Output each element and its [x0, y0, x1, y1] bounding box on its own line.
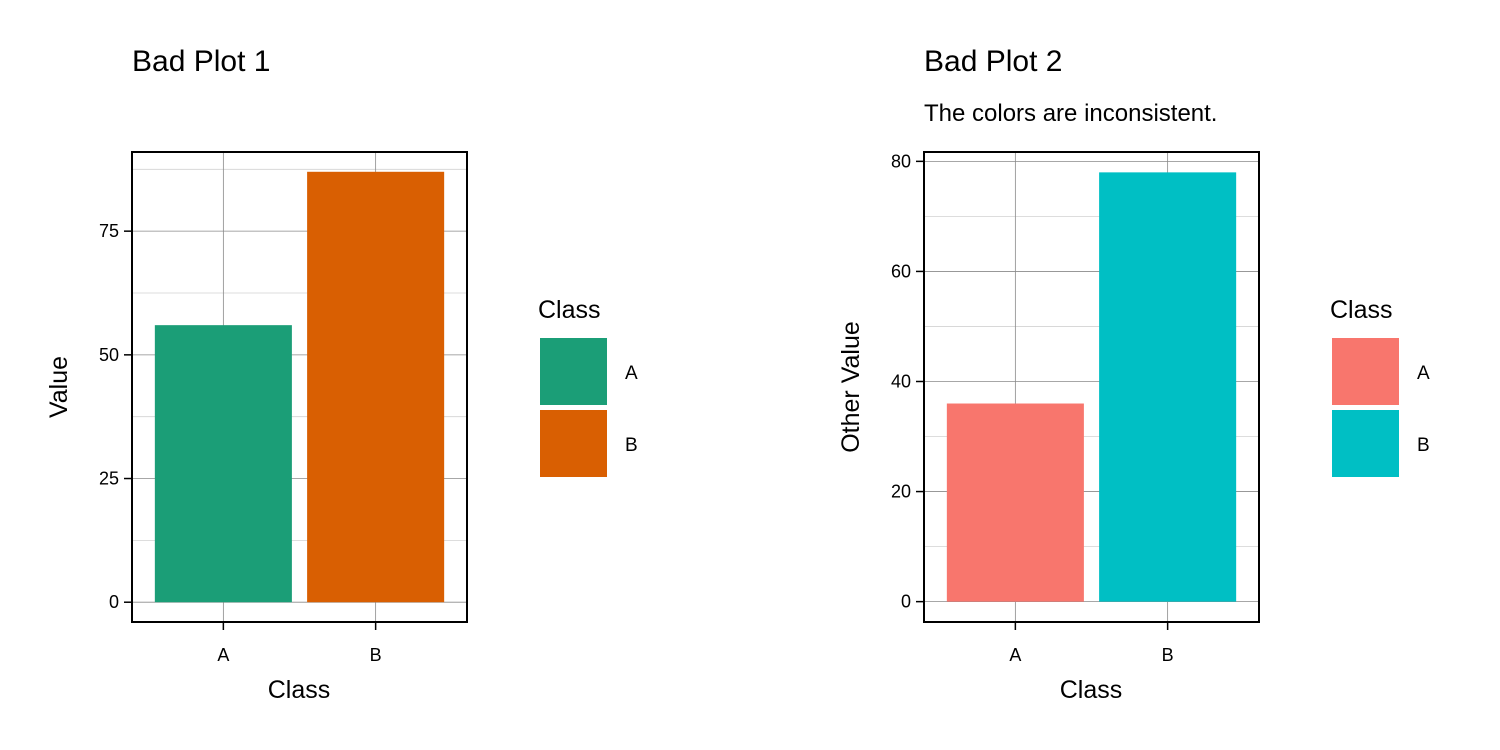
legend-swatch: [1332, 338, 1399, 405]
legend: Class A B: [538, 296, 638, 477]
bars: [154, 171, 445, 603]
bars: [946, 172, 1237, 602]
legend: Class A B: [1330, 296, 1430, 477]
legend-label: B: [625, 435, 638, 456]
y-tick-label: 40: [891, 371, 911, 391]
legend-label: A: [625, 363, 638, 384]
legend-swatch: [540, 410, 607, 477]
x-tick-label: A: [1009, 645, 1021, 665]
y-tick-label: 75: [99, 221, 119, 241]
chart-title: Bad Plot 1: [132, 45, 270, 78]
legend-label: B: [1417, 435, 1430, 456]
y-axis: 0 25 50 75: [99, 221, 132, 612]
chart-title: Bad Plot 2: [924, 45, 1062, 78]
chart-bad-plot-2: Bad Plot 2 The colors are inconsistent. …: [837, 45, 1430, 704]
bar-a: [154, 325, 292, 603]
x-axis-title: Class: [268, 676, 331, 704]
y-axis-title: Value: [45, 356, 73, 418]
y-tick-label: 80: [891, 151, 911, 171]
y-tick-label: 25: [99, 469, 119, 489]
y-tick-label: 20: [891, 482, 911, 502]
legend-swatch: [1332, 410, 1399, 477]
x-axis-title: Class: [1060, 676, 1123, 704]
legend-label: A: [1417, 363, 1430, 384]
y-tick-label: 50: [99, 345, 119, 365]
legend-title: Class: [1330, 296, 1393, 324]
y-tick-label: 60: [891, 261, 911, 281]
bar-a: [946, 403, 1084, 602]
legend-title: Class: [538, 296, 601, 324]
panel-border: [131, 151, 468, 623]
y-axis: 0 20 40 60 80: [891, 151, 924, 612]
bar-b: [1099, 172, 1237, 602]
y-axis-title: Other Value: [837, 321, 865, 453]
bar-b: [307, 171, 445, 603]
chart-subtitle: The colors are inconsistent.: [924, 100, 1217, 127]
y-tick-label: 0: [901, 592, 911, 612]
panel-border: [923, 151, 1260, 623]
legend-swatch: [540, 338, 607, 405]
y-tick-label: 0: [109, 592, 119, 612]
x-tick-label: B: [1162, 645, 1174, 665]
x-tick-label: B: [370, 645, 382, 665]
x-tick-label: A: [217, 645, 229, 665]
